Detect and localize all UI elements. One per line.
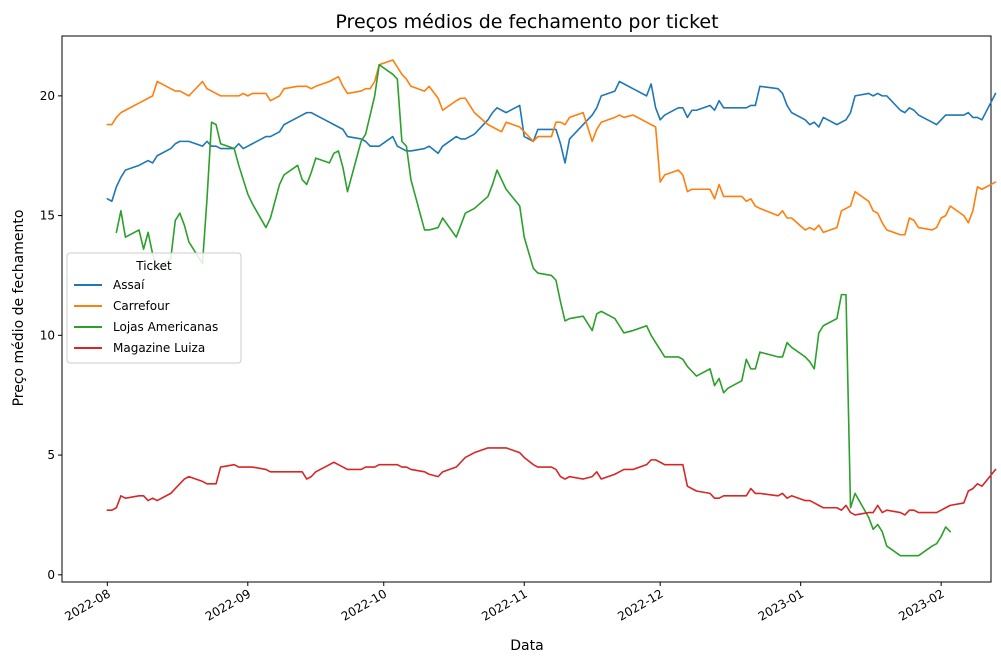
series-line-1 (106, 59, 997, 236)
legend-items: Assaí Carrefour Lojas Americanas Magazine L… (74, 278, 218, 355)
series-line-2 (115, 63, 952, 557)
series-line-3 (106, 447, 997, 516)
y-tick-label: 5 (47, 448, 55, 462)
y-tick-label: 0 (47, 568, 55, 582)
legend: Ticket Assaí Carrefour Lojas Americanas Mag… (66, 252, 242, 364)
series-layer (106, 59, 997, 557)
legend-label-0: Assaí (113, 278, 145, 292)
y-tick-label: 20 (40, 89, 55, 103)
legend-label-3: Magazine Luiza (113, 341, 205, 355)
y-tick-label: 10 (40, 328, 55, 342)
y-axis: 0 5 10 15 20 (40, 89, 62, 582)
legend-title: Ticket (135, 259, 172, 273)
x-axis-title: Data (510, 638, 543, 654)
legend-label-2: Lojas Americanas (113, 320, 218, 334)
legend-label-1: Carrefour (113, 299, 170, 313)
y-tick-label: 15 (40, 209, 55, 223)
legend-box (66, 252, 242, 364)
y-axis-title: Preço médio de fechamento (11, 210, 27, 407)
chart-title: Preços médios de fechamento por ticket (335, 11, 718, 33)
plot-frame (61, 35, 992, 583)
series-line-0 (106, 80, 997, 203)
